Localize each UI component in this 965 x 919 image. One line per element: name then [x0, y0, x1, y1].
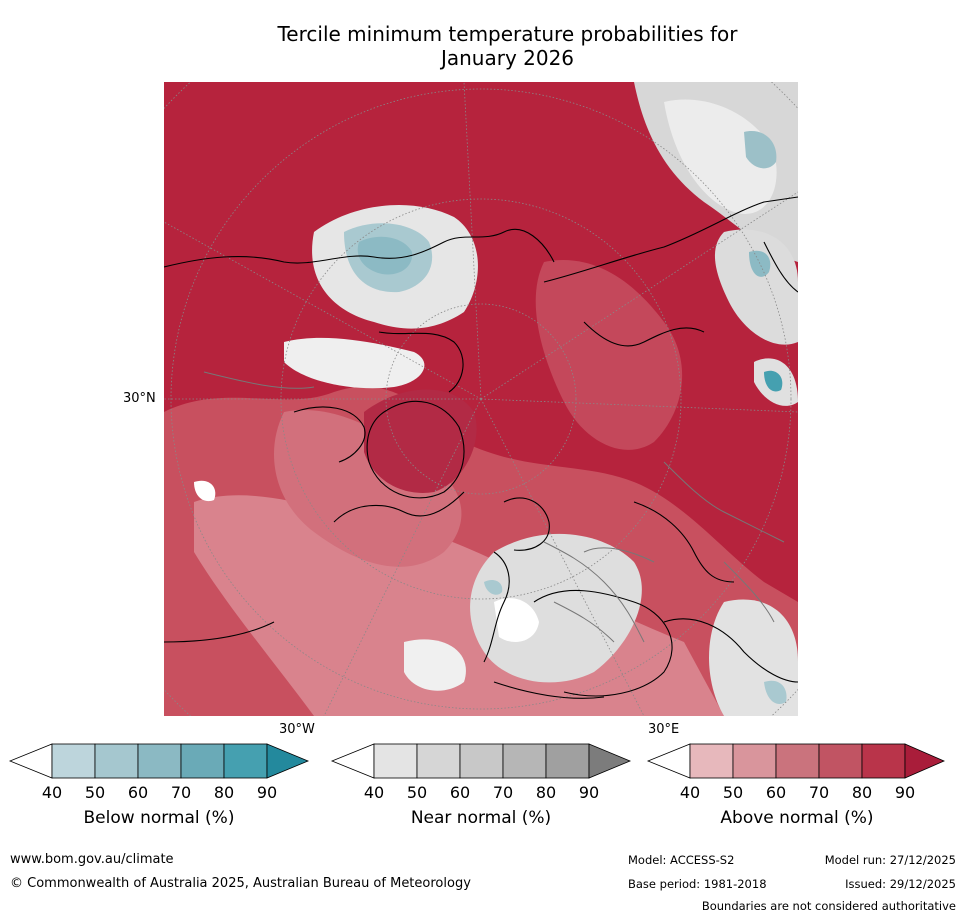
- tick-label: 50: [406, 783, 428, 802]
- colorbar-near-label: Near normal (%): [410, 808, 552, 828]
- tick-label: 60: [449, 783, 471, 802]
- coastlines: [164, 196, 798, 699]
- colorbar-near-segment: [330, 743, 375, 779]
- tick-label: 40: [363, 783, 385, 802]
- tick-label: 90: [256, 783, 278, 802]
- colorbar-below-normal: [8, 743, 310, 779]
- colorbar-near-segment: [416, 743, 461, 779]
- chart-title: Tercile minimum temperature probabilitie…: [160, 22, 855, 70]
- tick-label: 60: [765, 783, 787, 802]
- tick-label: 70: [170, 783, 192, 802]
- colorbar-below-segment: [8, 743, 53, 779]
- tick-label: 90: [578, 783, 600, 802]
- footer-model-run: Model run: 27/12/2025: [824, 853, 956, 867]
- colorbar-near-segment: [588, 743, 632, 779]
- graticule: [164, 82, 798, 716]
- map-label-30n: 30°N: [123, 391, 156, 406]
- footer-issued: Issued: 29/12/2025: [845, 877, 956, 891]
- probability-map: [164, 82, 798, 716]
- tick-label: 80: [213, 783, 235, 802]
- footer-website: www.bom.gov.au/climate: [10, 852, 174, 867]
- colorbar-below-segment: [94, 743, 139, 779]
- colorbar-below-label: Below normal (%): [83, 808, 235, 828]
- colorbar-near-segment: [459, 743, 504, 779]
- colorbar-below-segment: [180, 743, 225, 779]
- colorbar-above-normal: [646, 743, 946, 779]
- tick-label: 80: [535, 783, 557, 802]
- tick-label: 50: [722, 783, 744, 802]
- colorbar-below-segment: [266, 743, 310, 779]
- tick-label: 40: [679, 783, 701, 802]
- colorbar-above-label: Above normal (%): [720, 808, 874, 828]
- tick-label: 70: [808, 783, 830, 802]
- colorbar-above-segment: [775, 743, 820, 779]
- colorbar-above-segment: [732, 743, 777, 779]
- colorbar-below-segment: [223, 743, 268, 779]
- colorbar-near-segment: [545, 743, 590, 779]
- colorbar-above-segment: [689, 743, 734, 779]
- colorbar-above-segment: [861, 743, 906, 779]
- footer-copyright: © Commonwealth of Australia 2025, Austra…: [10, 876, 471, 891]
- tick-label: 80: [851, 783, 873, 802]
- footer-base-period: Base period: 1981-2018: [628, 877, 767, 891]
- country-borders: [203, 371, 785, 643]
- colorbar-below-segment: [137, 743, 182, 779]
- title-line-1: Tercile minimum temperature probabilitie…: [277, 22, 738, 46]
- footer-disclaimer: Boundaries are not considered authoritat…: [701, 899, 956, 913]
- colorbar-below-segment: [51, 743, 96, 779]
- map-label-30e: 30°E: [648, 722, 680, 737]
- title-line-2: January 2026: [440, 46, 575, 70]
- colorbar-near-segment: [502, 743, 547, 779]
- colorbar-above-segment: [904, 743, 946, 779]
- tick-label: 40: [41, 783, 63, 802]
- map-label-30w: 30°W: [279, 722, 315, 737]
- tick-label: 90: [894, 783, 916, 802]
- colorbar-above-segment: [646, 743, 691, 779]
- tick-label: 60: [127, 783, 149, 802]
- colorbar-near-segment: [373, 743, 418, 779]
- footer-model: Model: ACCESS-S2: [628, 853, 735, 867]
- colorbar-near-normal: [330, 743, 632, 779]
- tick-label: 50: [84, 783, 106, 802]
- tick-label: 70: [492, 783, 514, 802]
- colorbar-above-segment: [818, 743, 863, 779]
